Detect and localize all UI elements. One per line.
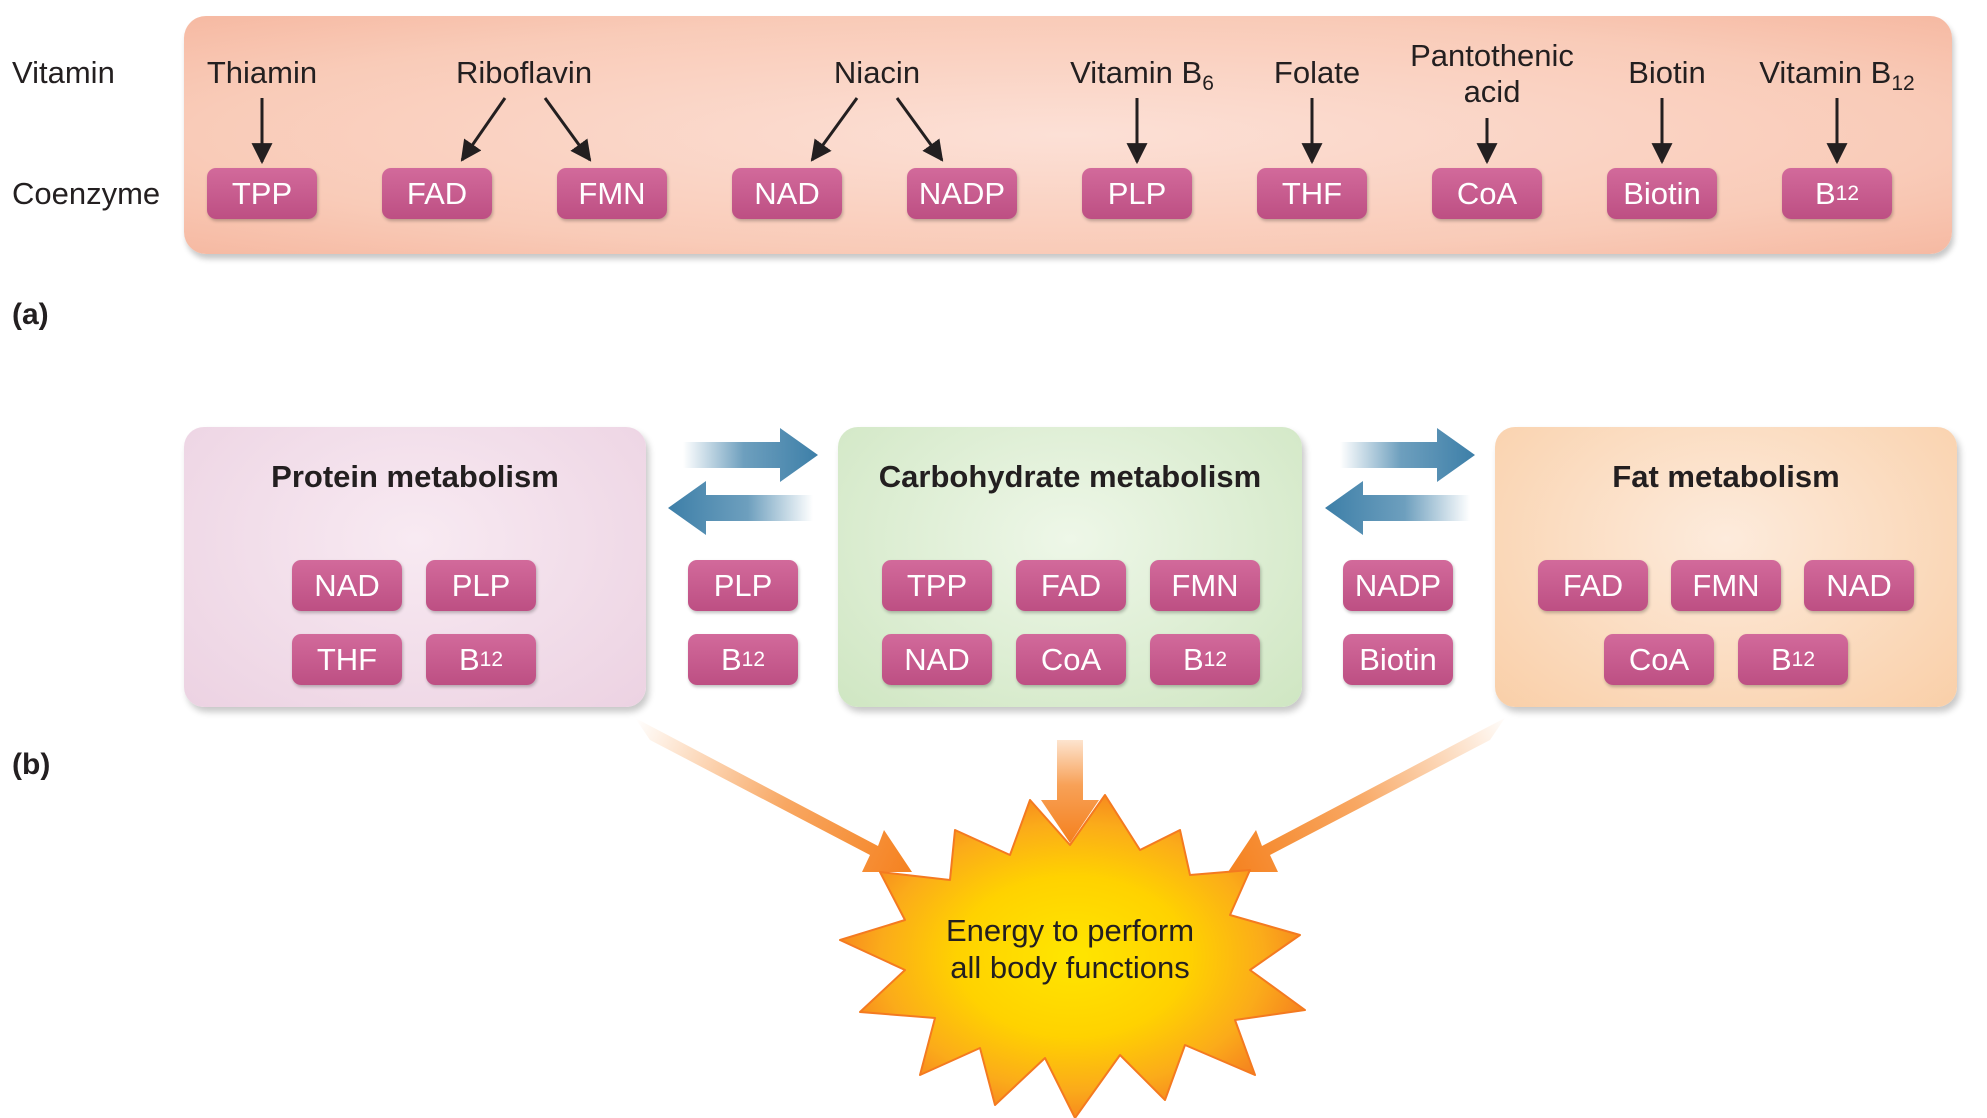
coenzyme-b12: B 12 bbox=[1782, 168, 1892, 219]
protein-metabolism-title: Protein metabolism bbox=[271, 459, 559, 494]
fat-coenzyme-nad: NAD bbox=[1804, 560, 1914, 611]
vitamin-riboflavin: Riboflavin bbox=[455, 55, 593, 90]
coenzyme-row-label: Coenzyme bbox=[12, 176, 161, 211]
arrow-carb-to-energy bbox=[1041, 740, 1099, 843]
arrow-riboflavin-fmn bbox=[543, 97, 592, 162]
energy-burst-icon bbox=[839, 794, 1306, 1118]
vitamin-b6-name: Vitamin B bbox=[1070, 55, 1203, 90]
carb-b12-letter: B bbox=[1182, 641, 1204, 677]
carb-coenzyme-fad: FAD bbox=[1016, 560, 1126, 611]
protein-metabolism-box: Protein metabolism bbox=[184, 427, 646, 707]
protein-coenzyme-b12: B 12 bbox=[426, 634, 536, 685]
arrow-fat-to-carb bbox=[1325, 481, 1470, 535]
protein-coenzyme-nad: NAD bbox=[292, 560, 402, 611]
vitamin-pantothenic-line2: acid bbox=[1463, 74, 1521, 109]
protein-coenzyme-plp: PLP bbox=[426, 560, 536, 611]
vitamin-b6-subscript: 6 bbox=[1202, 72, 1214, 95]
exchange-coenzyme-b12: B 12 bbox=[688, 634, 798, 685]
arrow-niacin-nadp bbox=[895, 97, 944, 162]
fat-coenzyme-coa: CoA bbox=[1604, 634, 1714, 685]
carbohydrate-metabolism-title: Carbohydrate metabolism bbox=[878, 459, 1262, 494]
fat-coenzyme-b12: B 12 bbox=[1738, 634, 1848, 685]
protein-coenzyme-thf: THF bbox=[292, 634, 402, 685]
part-a-label: (a) bbox=[12, 298, 49, 331]
fat-metabolism-title: Fat metabolism bbox=[1612, 459, 1840, 494]
vitamin-row-label: Vitamin bbox=[12, 55, 115, 90]
energy-text: Energy to perform all body functions bbox=[900, 912, 1240, 986]
vitamin-to-coenzyme-arrows bbox=[251, 97, 1848, 165]
coenzyme-coa: CoA bbox=[1432, 168, 1542, 219]
arrow-carb-to-protein bbox=[668, 481, 813, 535]
arrow-protein-to-energy bbox=[635, 718, 912, 872]
exchange-b12-letter: B bbox=[720, 641, 742, 677]
energy-text-line2: all body functions bbox=[950, 950, 1190, 985]
coenzyme-nad: NAD bbox=[732, 168, 842, 219]
carb-coenzyme-fmn: FMN bbox=[1150, 560, 1260, 611]
arrow-protein-to-carb bbox=[683, 428, 818, 482]
vitamin-niacin: Niacin bbox=[833, 55, 921, 90]
vitamin-biotin: Biotin bbox=[1628, 55, 1706, 90]
part-b-label: (b) bbox=[12, 748, 51, 781]
arrow-carb-to-fat bbox=[1340, 428, 1475, 482]
vitamin-pantothenic-acid: Pantothenic acid bbox=[1392, 38, 1592, 110]
coenzyme-thf: THF bbox=[1257, 168, 1367, 219]
fat-b12-letter: B bbox=[1770, 641, 1792, 677]
energy-text-line1: Energy to perform bbox=[945, 913, 1195, 948]
vitamin-b12-name: Vitamin B bbox=[1759, 55, 1892, 90]
vitamin-b12: Vitamin B12 bbox=[1737, 55, 1937, 94]
vitamin-thiamin: Thiamin bbox=[206, 55, 318, 90]
vitamin-folate: Folate bbox=[1273, 55, 1361, 90]
vitamin-pantothenic-line1: Pantothenic bbox=[1410, 38, 1574, 73]
exchange-arrows bbox=[668, 428, 1475, 535]
vitamin-b6: Vitamin B6 bbox=[1042, 55, 1242, 94]
protein-b12-letter: B bbox=[458, 641, 480, 677]
exchange-coenzyme-nadp: NADP bbox=[1343, 560, 1453, 611]
carb-coenzyme-b12: B 12 bbox=[1150, 634, 1260, 685]
exchange-coenzyme-biotin: Biotin bbox=[1343, 634, 1453, 685]
coenzyme-b12-letter: B bbox=[1814, 175, 1836, 211]
exchange-coenzyme-plp: PLP bbox=[688, 560, 798, 611]
coenzyme-tpp: TPP bbox=[207, 168, 317, 219]
energy-arrows bbox=[635, 718, 1505, 872]
coenzyme-plp: PLP bbox=[1082, 168, 1192, 219]
coenzyme-nadp: NADP bbox=[907, 168, 1017, 219]
carb-coenzyme-tpp: TPP bbox=[882, 560, 992, 611]
carb-coenzyme-coa: CoA bbox=[1016, 634, 1126, 685]
arrow-niacin-nad bbox=[810, 97, 859, 162]
arrow-fat-to-energy bbox=[1228, 718, 1505, 872]
coenzyme-fmn: FMN bbox=[557, 168, 667, 219]
arrow-riboflavin-fad bbox=[460, 97, 507, 162]
fat-coenzyme-fmn: FMN bbox=[1671, 560, 1781, 611]
fat-coenzyme-fad: FAD bbox=[1538, 560, 1648, 611]
coenzyme-biotin: Biotin bbox=[1607, 168, 1717, 219]
vitamin-b12-subscript: 12 bbox=[1891, 72, 1915, 95]
coenzyme-fad: FAD bbox=[382, 168, 492, 219]
carb-coenzyme-nad: NAD bbox=[882, 634, 992, 685]
